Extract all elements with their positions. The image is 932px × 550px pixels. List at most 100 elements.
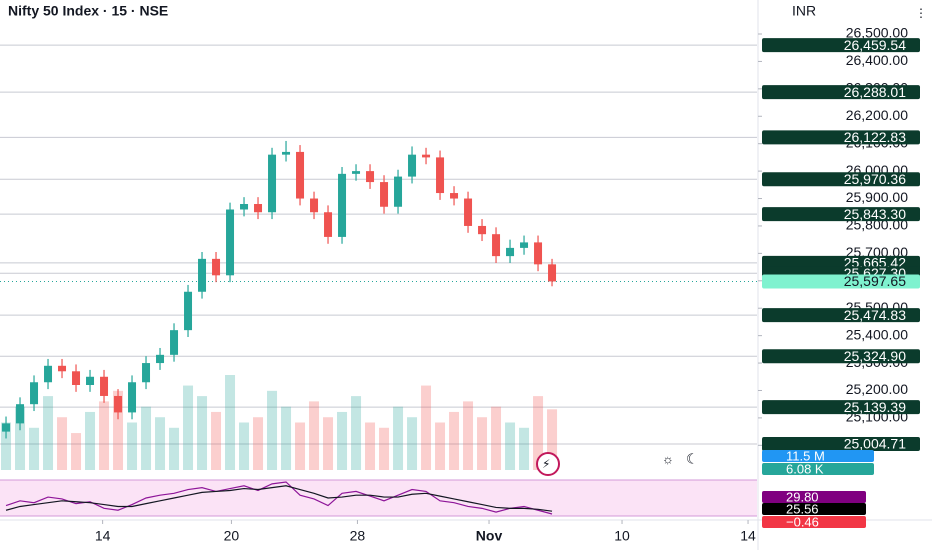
volume-bar xyxy=(29,427,40,470)
volume-bar xyxy=(197,396,208,470)
y-tick-label: 26,500.00 xyxy=(846,25,908,41)
candle-body xyxy=(86,376,95,385)
volume-bar xyxy=(281,406,292,470)
indicator-badge-label: 11.5 M xyxy=(786,448,825,463)
level-badge-label: 25,139.39 xyxy=(844,399,906,415)
candle-body xyxy=(492,234,501,257)
candle-body xyxy=(436,157,445,194)
candle-body xyxy=(324,212,333,237)
volume-bar xyxy=(113,390,124,470)
x-tick-label: 20 xyxy=(224,528,240,544)
candle-body xyxy=(352,171,361,174)
volume-bar xyxy=(253,417,264,470)
volume-bar xyxy=(239,422,250,470)
indicator-pane xyxy=(0,480,757,516)
y-tick-label: 25,900.00 xyxy=(846,189,908,205)
level-badge-label: 26,288.01 xyxy=(844,84,906,100)
logo xyxy=(536,452,560,476)
volume-bar xyxy=(393,406,404,470)
indicator-badge xyxy=(762,450,874,462)
x-tick-label: Nov xyxy=(476,528,503,544)
volume-bar xyxy=(337,411,348,470)
moon-icon[interactable]: ☾ xyxy=(686,451,699,467)
volume-bar xyxy=(141,406,152,470)
candle-body xyxy=(464,198,473,226)
volume-bar xyxy=(85,411,96,470)
y-tick-label: 26,400.00 xyxy=(846,52,908,68)
sun-icon[interactable]: ☼ xyxy=(662,451,674,466)
volume-bar xyxy=(547,409,558,470)
volume-bar xyxy=(43,396,54,470)
candle-body xyxy=(128,382,137,413)
level-badge xyxy=(762,349,920,364)
indicator-badge xyxy=(762,463,874,475)
candle-body xyxy=(170,330,179,355)
volume-bar xyxy=(71,433,82,470)
candle-body xyxy=(16,404,25,424)
indicator-line xyxy=(5,485,553,512)
x-tick-label: 14 xyxy=(740,528,756,544)
candle-body xyxy=(380,182,389,207)
volume-bar xyxy=(323,417,334,470)
volume-bar xyxy=(351,396,362,470)
volume-bar xyxy=(491,406,502,470)
level-badge xyxy=(762,38,920,53)
volume-bar xyxy=(365,422,376,470)
indicator-line xyxy=(5,481,553,515)
candle-body xyxy=(240,204,249,210)
y-tick-label: 25,200.00 xyxy=(846,381,908,397)
volume-bar xyxy=(309,401,320,470)
indicator-badge-label: 29.80 xyxy=(786,489,819,504)
indicator-badge xyxy=(762,491,866,503)
x-tick-label: 10 xyxy=(614,528,630,544)
volume-bar xyxy=(295,422,306,470)
indicator-badge-label: −0.46 xyxy=(786,514,819,529)
volume-bar xyxy=(155,417,166,470)
menu[interactable]: ⋮ xyxy=(915,6,927,20)
y-tick-label: 25,400.00 xyxy=(846,326,908,342)
level-badge xyxy=(762,85,920,100)
candle-body xyxy=(408,154,417,177)
level-badge xyxy=(762,437,920,452)
volume-bar xyxy=(505,422,516,470)
candle-body xyxy=(156,354,165,364)
volume-bar xyxy=(435,422,446,470)
indicator-badge xyxy=(762,503,866,515)
chart-title: Nifty 50 Index · 15 · NSE xyxy=(8,3,168,19)
level-badge xyxy=(762,130,920,145)
candle-body xyxy=(254,204,263,213)
level-badge xyxy=(762,400,920,415)
candle-body xyxy=(268,154,277,213)
candle-body xyxy=(450,193,459,199)
level-badge-label: 25,970.36 xyxy=(844,171,906,187)
candle-body xyxy=(282,151,291,155)
logo-icon: ⚡ xyxy=(542,457,550,471)
candle-body xyxy=(58,365,67,372)
level-badge-label: 25,843.30 xyxy=(844,206,906,222)
candle-body xyxy=(338,173,347,237)
volume-bar xyxy=(421,385,432,470)
candle-body xyxy=(142,363,151,383)
candle-body xyxy=(310,198,319,213)
volume-bar xyxy=(519,427,530,470)
indicator-badge-label: 6.08 K xyxy=(786,461,824,476)
candle-body xyxy=(198,258,207,292)
candle-body xyxy=(114,395,123,413)
volume-bar xyxy=(225,375,236,470)
candle-body xyxy=(184,291,193,331)
y-tick-label: 26,200.00 xyxy=(846,107,908,123)
volume-bar xyxy=(477,417,488,470)
last-price-badge-label: 25,597.65 xyxy=(844,273,906,289)
candle-body xyxy=(422,154,431,158)
volume-bar xyxy=(267,390,278,470)
level-badge xyxy=(762,207,920,222)
candle-body xyxy=(534,242,543,265)
level-badge-label: 26,122.83 xyxy=(844,129,906,145)
level-badge xyxy=(762,308,920,323)
currency: INR xyxy=(792,3,816,19)
candle-body xyxy=(296,151,305,199)
candle-body xyxy=(394,176,403,207)
volume-bar xyxy=(211,411,222,470)
volume-bar xyxy=(533,396,544,470)
